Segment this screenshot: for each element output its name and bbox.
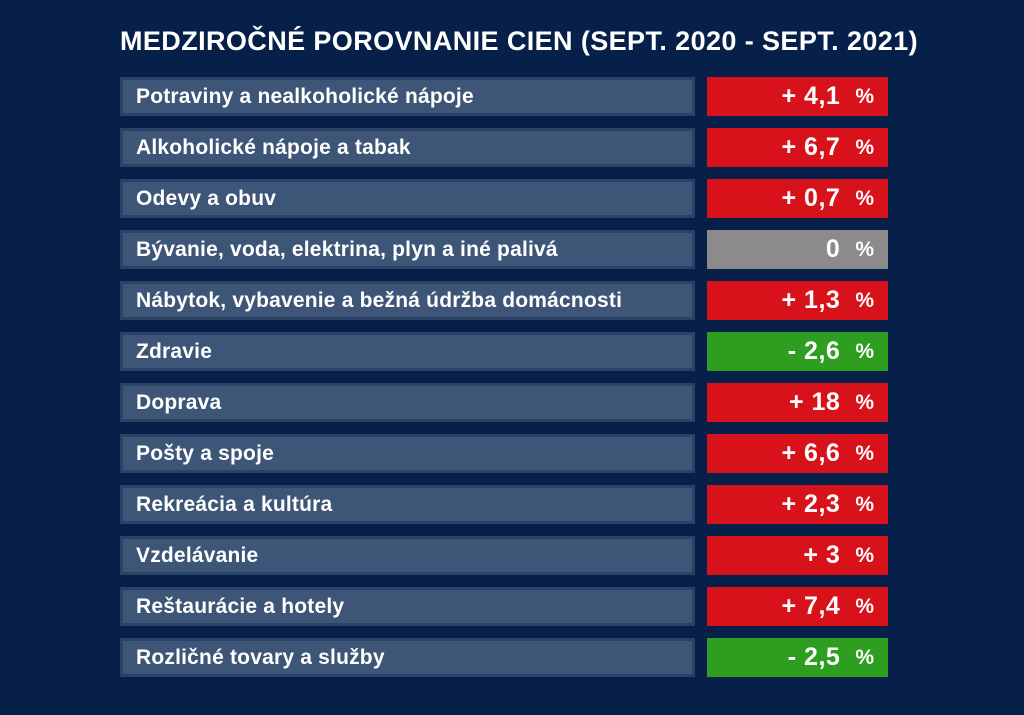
value-badge: - 2,6 % — [707, 332, 888, 371]
table-row: Doprava + 18 % — [120, 383, 888, 422]
table-row: Pošty a spoje + 6,6 % — [120, 434, 888, 473]
table-row: Vzdelávanie + 3 % — [120, 536, 888, 575]
category-label: Doprava — [120, 383, 695, 422]
percent-sign: % — [855, 645, 874, 669]
value-badge: + 6,7 % — [707, 128, 888, 167]
percent-sign: % — [855, 84, 874, 108]
value-badge: - 2,5 % — [707, 638, 888, 677]
value-text: + 1,3 — [781, 286, 841, 314]
category-label: Odevy a obuv — [120, 179, 695, 218]
value-text: + 0,7 — [781, 184, 841, 212]
percent-sign: % — [855, 492, 874, 516]
percent-sign: % — [855, 543, 874, 567]
table-row: Bývanie, voda, elektrina, plyn a iné pal… — [120, 230, 888, 269]
value-text: + 6,7 — [781, 133, 841, 161]
value-badge: + 0,7 % — [707, 179, 888, 218]
percent-sign: % — [855, 594, 874, 618]
category-label: Nábytok, vybavenie a bežná údržba domácn… — [120, 281, 695, 320]
value-text: + 4,1 — [781, 82, 841, 110]
table-row: Rekreácia a kultúra + 2,3 % — [120, 485, 888, 524]
category-label: Alkoholické nápoje a tabak — [120, 128, 695, 167]
percent-sign: % — [855, 135, 874, 159]
value-badge: 0 % — [707, 230, 888, 269]
table-row: Potraviny a nealkoholické nápoje + 4,1 % — [120, 77, 888, 116]
value-badge: + 7,4 % — [707, 587, 888, 626]
value-text: + 7,4 — [781, 592, 841, 620]
category-label: Vzdelávanie — [120, 536, 695, 575]
table-row: Nábytok, vybavenie a bežná údržba domácn… — [120, 281, 888, 320]
value-text: - 2,6 — [787, 337, 841, 365]
table-row: Alkoholické nápoje a tabak + 6,7 % — [120, 128, 888, 167]
value-text: - 2,5 — [787, 643, 841, 671]
value-text: + 6,6 — [781, 439, 841, 467]
table-row: Odevy a obuv + 0,7 % — [120, 179, 888, 218]
percent-sign: % — [855, 441, 874, 465]
table-row: Reštaurácie a hotely + 7,4 % — [120, 587, 888, 626]
category-label: Potraviny a nealkoholické nápoje — [120, 77, 695, 116]
percent-sign: % — [855, 186, 874, 210]
value-badge: + 18 % — [707, 383, 888, 422]
percent-sign: % — [855, 339, 874, 363]
category-label: Bývanie, voda, elektrina, plyn a iné pal… — [120, 230, 695, 269]
category-label: Zdravie — [120, 332, 695, 371]
value-badge: + 6,6 % — [707, 434, 888, 473]
percent-sign: % — [855, 390, 874, 414]
value-text: + 18 — [788, 388, 841, 416]
value-badge: + 2,3 % — [707, 485, 888, 524]
category-label: Rekreácia a kultúra — [120, 485, 695, 524]
percent-sign: % — [855, 288, 874, 312]
value-badge: + 3 % — [707, 536, 888, 575]
price-comparison-table: Potraviny a nealkoholické nápoje + 4,1 %… — [120, 77, 888, 677]
value-text: + 3 — [803, 541, 841, 569]
page-title: MEDZIROČNÉ POROVNANIE CIEN (SEPT. 2020 -… — [120, 26, 918, 56]
value-badge: + 4,1 % — [707, 77, 888, 116]
percent-sign: % — [855, 237, 874, 261]
table-row: Zdravie - 2,6 % — [120, 332, 888, 371]
category-label: Rozličné tovary a služby — [120, 638, 695, 677]
category-label: Pošty a spoje — [120, 434, 695, 473]
table-row: Rozličné tovary a služby - 2,5 % — [120, 638, 888, 677]
value-badge: + 1,3 % — [707, 281, 888, 320]
category-label: Reštaurácie a hotely — [120, 587, 695, 626]
value-text: + 2,3 — [781, 490, 841, 518]
value-text: 0 — [825, 235, 841, 263]
